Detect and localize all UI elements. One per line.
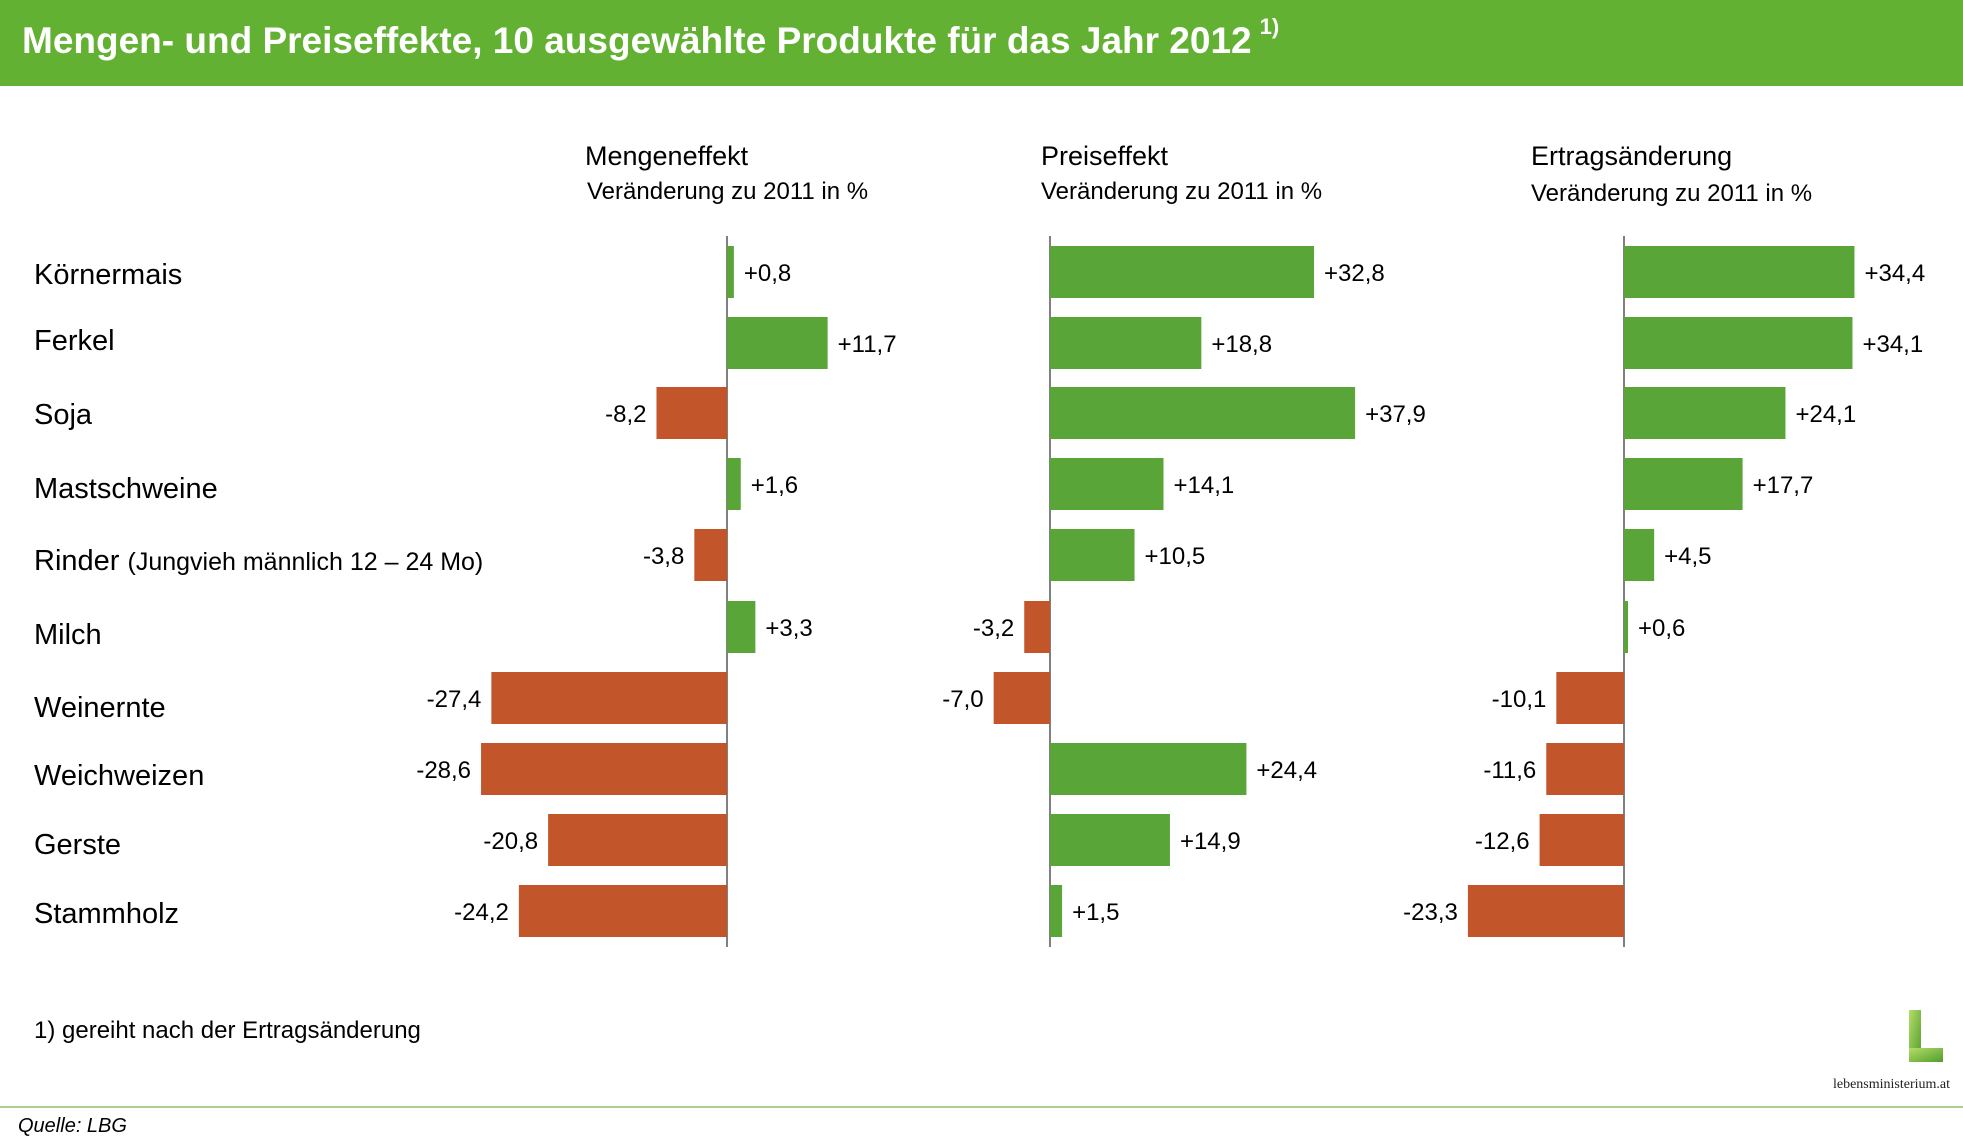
row-label: Körnermais — [34, 259, 183, 291]
panel-title-ertragsaenderung: Ertragsänderung — [1531, 141, 1733, 171]
data-label: -27,4 — [427, 686, 482, 713]
bar — [1050, 743, 1247, 795]
bar — [1050, 814, 1170, 866]
bar — [1624, 387, 1786, 439]
data-label: +34,1 — [1862, 331, 1923, 358]
data-label: +0,8 — [744, 260, 791, 287]
data-label: +14,9 — [1180, 828, 1241, 855]
bar — [993, 672, 1050, 724]
bar — [1467, 885, 1624, 937]
bar — [727, 458, 741, 510]
bar — [1024, 601, 1050, 653]
panel-title-preiseffekt: Preiseffekt — [1041, 141, 1169, 171]
data-label: +24,4 — [1256, 757, 1317, 784]
data-label: +34,4 — [1864, 260, 1925, 287]
page-title: Mengen- und Preiseffekte, 10 ausgewählte… — [22, 14, 1280, 61]
source-note: Quelle: LBG — [18, 1115, 127, 1137]
row-label: Ferkel — [34, 325, 115, 357]
data-label: +10,5 — [1145, 543, 1206, 570]
data-label: +11,7 — [838, 331, 897, 358]
title-footnote-ref: 1) — [1259, 14, 1280, 39]
bar — [1050, 317, 1202, 369]
row-label: Soja — [34, 399, 93, 431]
bar — [1050, 246, 1315, 298]
bar — [481, 743, 727, 795]
row-label: Gerste — [34, 829, 122, 861]
logo-text: lebensministerium.at — [1832, 1077, 1950, 1092]
data-label: -3,8 — [643, 543, 684, 570]
bar — [694, 529, 727, 581]
data-label: +0,6 — [1638, 615, 1685, 642]
data-label: -7,0 — [942, 686, 983, 713]
data-label: -11,6 — [1483, 757, 1536, 784]
bar — [1050, 529, 1135, 581]
footer-divider — [0, 1106, 1963, 1108]
data-label: +14,1 — [1174, 472, 1235, 499]
bar — [1556, 672, 1624, 724]
data-label: +4,5 — [1664, 543, 1711, 570]
data-label: +1,5 — [1072, 899, 1119, 926]
bar — [1539, 814, 1624, 866]
row-label: Milch — [34, 619, 102, 651]
bar — [1624, 317, 1853, 369]
data-label: -23,3 — [1403, 899, 1458, 926]
data-label: +24,1 — [1795, 401, 1856, 428]
panel-subtitle-ertragsaenderung: Veränderung zu 2011 in % — [1531, 180, 1813, 207]
bar — [548, 814, 727, 866]
logo: lebensministerium.at — [1790, 1008, 1950, 1096]
data-label: -8,2 — [605, 401, 646, 428]
bar — [1624, 246, 1855, 298]
data-label: +17,7 — [1753, 472, 1814, 499]
footnote: 1) gereiht nach der Ertragsänderung — [34, 1017, 421, 1044]
bar — [727, 246, 734, 298]
data-label: +1,6 — [751, 472, 798, 499]
panel-title-mengeneffekt: Mengeneffekt — [585, 141, 749, 171]
bar — [518, 885, 727, 937]
bar — [727, 601, 756, 653]
bar — [1050, 387, 1356, 439]
data-label: -3,2 — [973, 615, 1014, 642]
panel-subtitle-mengeneffekt: Veränderung zu 2011 in % — [587, 178, 869, 205]
panel-subtitle-preiseffekt: Veränderung zu 2011 in % — [1041, 178, 1323, 205]
data-label: -24,2 — [454, 899, 509, 926]
row-label: Weinernte — [34, 692, 166, 724]
bar — [656, 387, 727, 439]
row-label-note: (Jungvieh männlich 12 – 24 Mo) — [127, 548, 484, 576]
data-label: +32,8 — [1324, 260, 1385, 287]
data-label: -28,6 — [416, 757, 471, 784]
row-label: Weichweizen — [34, 760, 205, 792]
data-label: -10,1 — [1492, 686, 1547, 713]
bar — [1050, 458, 1164, 510]
bar — [1624, 529, 1655, 581]
header-bar: Mengen- und Preiseffekte, 10 ausgewählte… — [0, 0, 1963, 86]
data-label: +18,8 — [1211, 331, 1272, 358]
bar — [491, 672, 727, 724]
bar — [1546, 743, 1624, 795]
bar — [1624, 458, 1743, 510]
data-label: +37,9 — [1365, 401, 1426, 428]
logo-l-icon — [1909, 1010, 1943, 1062]
row-label: Mastschweine — [34, 473, 218, 505]
bar — [1050, 885, 1063, 937]
data-label: +3,3 — [765, 615, 812, 642]
bar — [1624, 601, 1629, 653]
bar — [727, 317, 828, 369]
data-label: -12,6 — [1475, 828, 1530, 855]
data-label: -20,8 — [483, 828, 538, 855]
row-label: Rinder (Jungvieh männlich 12 – 24 Mo) — [34, 545, 484, 577]
row-label: Stammholz — [34, 898, 180, 930]
